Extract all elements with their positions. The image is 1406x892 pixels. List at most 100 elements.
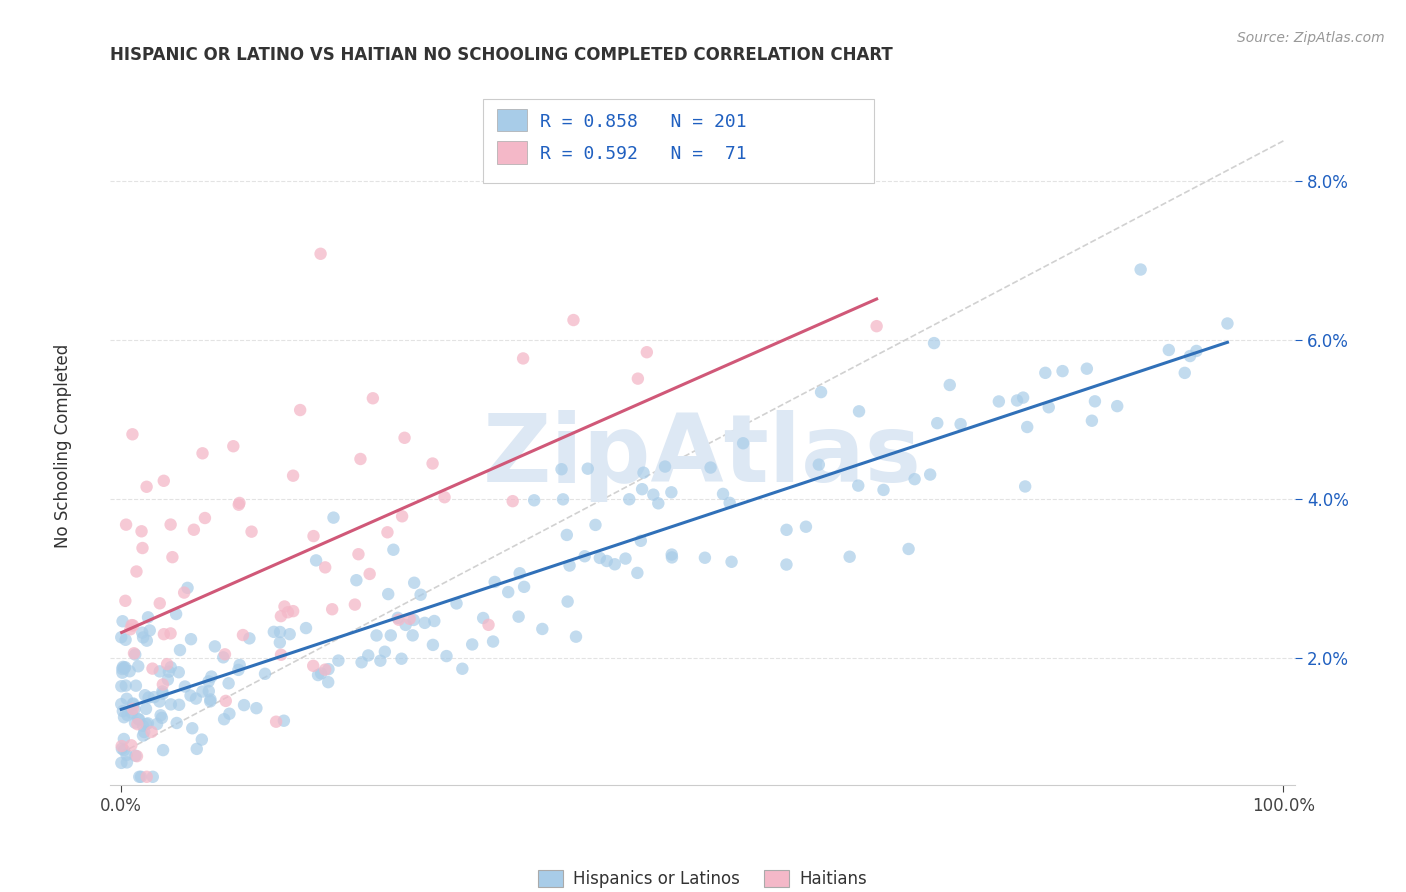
Point: [124, 648, 146, 662]
Point: [305, 553, 328, 567]
Point: [846, 478, 869, 492]
Point: [135, 702, 157, 716]
Point: [314, 663, 336, 677]
Point: [391, 651, 413, 665]
Point: [589, 550, 612, 565]
Point: [112, 743, 135, 757]
Point: [124, 702, 146, 716]
Point: [141, 662, 163, 676]
Point: [699, 460, 721, 475]
Point: [295, 621, 318, 635]
Point: [904, 472, 927, 486]
Point: [1178, 349, 1201, 363]
Point: [124, 715, 146, 730]
Point: [807, 458, 830, 472]
Point: [382, 542, 405, 557]
Point: [585, 517, 607, 532]
Point: [446, 597, 468, 611]
Point: [117, 708, 139, 723]
Point: [550, 462, 572, 476]
Point: [377, 525, 399, 540]
Point: [136, 610, 159, 624]
Point: [128, 713, 150, 727]
Point: [125, 565, 148, 579]
Point: [987, 394, 1010, 409]
Point: [180, 689, 202, 703]
Point: [322, 510, 344, 524]
Point: [127, 717, 149, 731]
Point: [204, 640, 226, 654]
Point: [1174, 366, 1197, 380]
Point: [619, 492, 641, 507]
Point: [159, 626, 181, 640]
Point: [1185, 343, 1208, 358]
Point: [484, 574, 506, 589]
Point: [502, 494, 524, 508]
Point: [1129, 262, 1152, 277]
Point: [277, 605, 299, 619]
Point: [461, 637, 484, 651]
Point: [111, 660, 134, 674]
Point: [152, 677, 174, 691]
Point: [122, 698, 145, 712]
Point: [391, 509, 413, 524]
Point: [132, 719, 155, 733]
Point: [359, 566, 381, 581]
Point: [131, 541, 153, 555]
Point: [110, 697, 132, 711]
Point: [167, 665, 190, 680]
FancyBboxPatch shape: [484, 99, 875, 183]
Bar: [498, 141, 527, 163]
Point: [718, 496, 741, 510]
Point: [181, 721, 204, 735]
Point: [150, 711, 173, 725]
Point: [143, 690, 166, 705]
Point: [112, 731, 135, 746]
Point: [157, 665, 180, 679]
Point: [238, 632, 260, 646]
Point: [775, 523, 797, 537]
Point: [920, 467, 942, 482]
Text: R = 0.858   N = 201: R = 0.858 N = 201: [540, 113, 747, 131]
Point: [654, 459, 676, 474]
Text: Source: ZipAtlas.com: Source: ZipAtlas.com: [1237, 31, 1385, 45]
Point: [153, 627, 176, 641]
Point: [132, 729, 155, 743]
Point: [270, 609, 292, 624]
Point: [183, 523, 205, 537]
Text: HISPANIC OR LATINO VS HAITIAN NO SCHOOLING COMPLETED CORRELATION CHART: HISPANIC OR LATINO VS HAITIAN NO SCHOOLI…: [110, 46, 893, 64]
Point: [531, 622, 554, 636]
Point: [344, 573, 367, 587]
Point: [865, 319, 887, 334]
Point: [838, 549, 860, 564]
Point: [1038, 401, 1060, 415]
Point: [160, 698, 183, 712]
Text: ZipAtlas: ZipAtlas: [482, 410, 922, 502]
Point: [131, 625, 153, 640]
Point: [270, 648, 292, 662]
Point: [309, 247, 332, 261]
Point: [122, 697, 145, 711]
Point: [176, 581, 198, 595]
Point: [614, 551, 637, 566]
Point: [558, 558, 581, 573]
Point: [273, 599, 295, 614]
Point: [1012, 391, 1035, 405]
Point: [200, 692, 222, 706]
Point: [127, 659, 149, 673]
Point: [156, 673, 179, 687]
Point: [343, 598, 366, 612]
Point: [121, 706, 143, 720]
Point: [152, 743, 174, 757]
Point: [377, 587, 399, 601]
Point: [949, 417, 972, 431]
Point: [245, 701, 267, 715]
Point: [603, 558, 626, 572]
Point: [120, 739, 142, 753]
Point: [1076, 361, 1098, 376]
Point: [302, 529, 325, 543]
Point: [551, 492, 574, 507]
Point: [212, 650, 235, 665]
Point: [347, 547, 370, 561]
Point: [288, 403, 311, 417]
